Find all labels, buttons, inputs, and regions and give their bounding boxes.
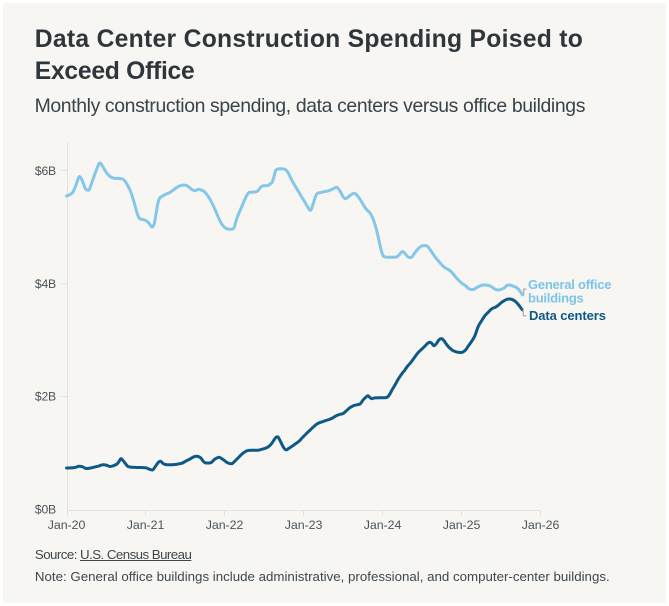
svg-text:buildings: buildings <box>528 291 584 306</box>
svg-text:$4B: $4B <box>35 277 56 291</box>
svg-text:Jan-21: Jan-21 <box>127 518 165 532</box>
svg-text:Data centers: Data centers <box>529 308 606 323</box>
svg-text:$2B: $2B <box>35 389 56 403</box>
svg-text:Jan-20: Jan-20 <box>48 518 86 532</box>
svg-text:$0B: $0B <box>35 502 56 516</box>
svg-text:Jan-26: Jan-26 <box>522 518 560 532</box>
svg-text:$6B: $6B <box>35 164 56 178</box>
svg-text:Jan-22: Jan-22 <box>206 518 244 532</box>
svg-text:Jan-25: Jan-25 <box>443 518 481 532</box>
svg-text:Jan-24: Jan-24 <box>364 518 402 532</box>
svg-text:Jan-23: Jan-23 <box>285 518 323 532</box>
svg-text:General office: General office <box>528 277 611 292</box>
